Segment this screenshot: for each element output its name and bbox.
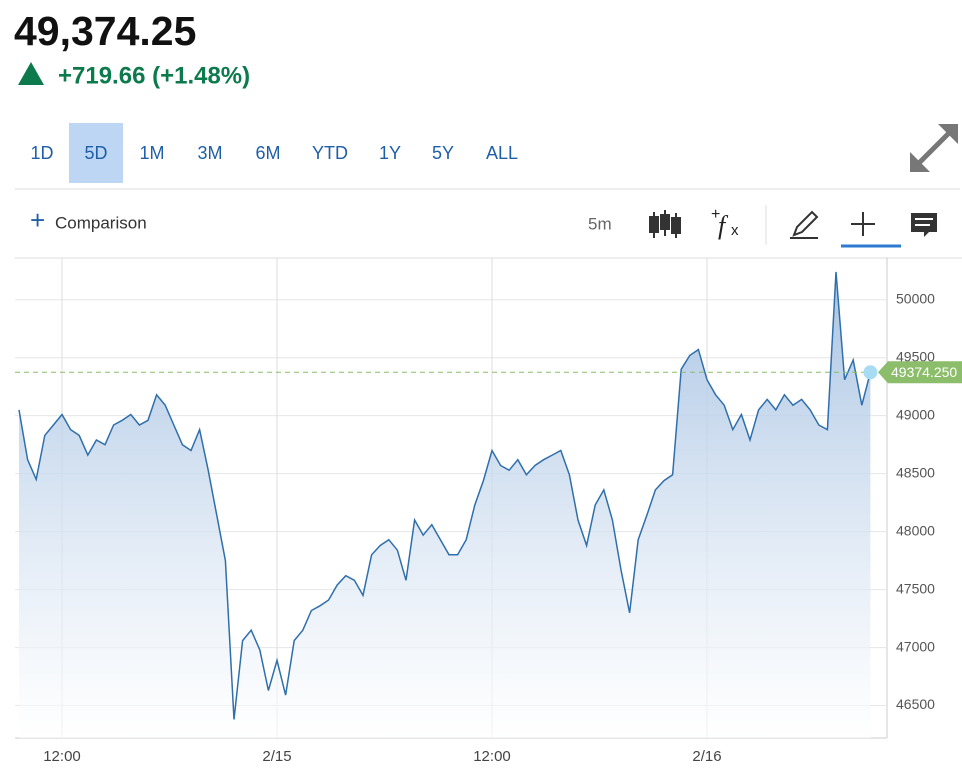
last-price-label: 49374.250 bbox=[891, 364, 957, 380]
y-tick-label: 47500 bbox=[896, 580, 935, 596]
crosshair-icon[interactable] bbox=[851, 212, 875, 236]
range-tab[interactable]: 5Y bbox=[432, 143, 454, 163]
expand-icon[interactable] bbox=[910, 124, 958, 172]
price-change: +719.66 (+1.48%) bbox=[58, 62, 250, 89]
x-tick-label: 2/16 bbox=[692, 748, 721, 765]
plot: 46500 47000 47500 48000 48500 49000 49500 50000… bbox=[15, 258, 962, 765]
area bbox=[19, 271, 871, 738]
range-tab[interactable]: 3M bbox=[197, 143, 222, 163]
last-point bbox=[863, 365, 878, 380]
y-tick-label: 46500 bbox=[896, 696, 935, 712]
x-tick-label: 12:00 bbox=[43, 748, 81, 765]
range-tab[interactable]: 6M bbox=[255, 143, 280, 163]
price: 49,374.25 bbox=[14, 8, 196, 54]
range-tab[interactable]: 1M bbox=[139, 143, 164, 163]
y-tick-label: 49500 bbox=[896, 348, 935, 364]
svg-text:x: x bbox=[731, 222, 739, 239]
last-price-tag bbox=[878, 361, 962, 384]
y-tick-label: 48000 bbox=[896, 522, 935, 538]
range-tabs: 1D 5D 1M 3M 6M YTD 1Y 5Y ALL bbox=[30, 123, 518, 183]
y-tick-label: 47000 bbox=[896, 638, 935, 654]
add-icon[interactable]: + bbox=[30, 205, 45, 235]
range-tab[interactable]: YTD bbox=[312, 143, 348, 163]
active-tab-bg bbox=[69, 123, 123, 183]
line bbox=[18, 271, 872, 720]
range-tab[interactable]: 5D bbox=[84, 143, 107, 163]
svg-text:+: + bbox=[711, 206, 720, 223]
svg-text:f: f bbox=[718, 211, 729, 240]
x-tick-label: 12:00 bbox=[473, 748, 511, 765]
comment-icon[interactable] bbox=[911, 213, 937, 237]
y-tick-label: 48500 bbox=[896, 464, 935, 480]
y-tick-label: 50000 bbox=[896, 290, 935, 306]
comparison-button[interactable]: Comparison bbox=[55, 213, 147, 232]
y-tick-label: 49000 bbox=[896, 406, 935, 422]
up-arrow bbox=[18, 62, 44, 85]
x-tick-label: 2/15 bbox=[262, 748, 291, 765]
range-tab[interactable]: ALL bbox=[486, 143, 518, 163]
candles-icon[interactable] bbox=[649, 210, 681, 238]
draw-icon[interactable] bbox=[790, 210, 819, 239]
indicator-icon[interactable]: + f x bbox=[711, 206, 739, 240]
interval-button[interactable]: 5m bbox=[588, 214, 612, 233]
range-tab[interactable]: 1D bbox=[30, 143, 53, 163]
range-tab[interactable]: 1Y bbox=[379, 143, 401, 163]
